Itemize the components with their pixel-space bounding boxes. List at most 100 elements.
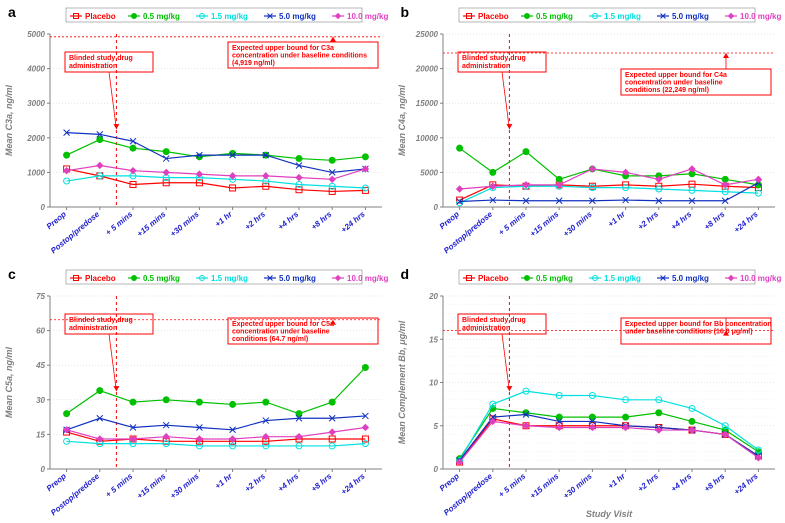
svg-text:Expected upper bound for C4a: Expected upper bound for C4a <box>625 72 727 79</box>
panel-label: c <box>8 266 16 282</box>
panel-label: b <box>401 4 410 20</box>
svg-text:10.0 mg/kg: 10.0 mg/kg <box>347 12 388 21</box>
svg-text:5.0 mg/kg: 5.0 mg/kg <box>279 274 316 283</box>
svg-text:concentration under baseline: concentration under baseline <box>232 328 330 335</box>
svg-text:Preop: Preop <box>437 210 460 232</box>
svg-text:+15 mins: +15 mins <box>528 471 561 500</box>
svg-text:0.5 mg/kg: 0.5 mg/kg <box>143 274 180 283</box>
svg-text:1.5 mg/kg: 1.5 mg/kg <box>604 12 641 21</box>
svg-text:Blinded study drug: Blinded study drug <box>69 55 133 62</box>
svg-text:conditions (64.7 ng/ml): conditions (64.7 ng/ml) <box>232 336 308 343</box>
svg-text:Placebo: Placebo <box>478 12 509 21</box>
svg-text:25000: 25000 <box>414 30 438 39</box>
svg-text:0: 0 <box>433 203 438 212</box>
svg-text:Expected upper bound for C5a: Expected upper bound for C5a <box>232 321 334 328</box>
svg-text:conditions (22,249 ng/ml): conditions (22,249 ng/ml) <box>625 87 709 94</box>
svg-text:0.5 mg/kg: 0.5 mg/kg <box>143 12 180 21</box>
svg-text:10000: 10000 <box>415 134 438 143</box>
svg-text:+1 hr: +1 hr <box>606 209 627 229</box>
svg-text:Placebo: Placebo <box>85 12 116 21</box>
svg-text:Blinded study drug: Blinded study drug <box>462 317 526 324</box>
svg-text:15: 15 <box>36 430 45 439</box>
svg-text:Placebo: Placebo <box>478 274 509 283</box>
svg-text:+30 mins: +30 mins <box>561 209 594 238</box>
svg-text:30: 30 <box>36 395 45 404</box>
svg-text:administration: administration <box>69 325 117 332</box>
svg-text:75: 75 <box>36 292 45 301</box>
svg-text:administration: administration <box>462 63 510 70</box>
svg-text:10.0 mg/kg: 10.0 mg/kg <box>347 274 388 283</box>
svg-text:Preop: Preop <box>45 210 68 232</box>
svg-text:Preop: Preop <box>45 471 68 493</box>
svg-text:1000: 1000 <box>27 168 45 177</box>
panel-b: b0500010000150002000025000Mean C4a, ng/m… <box>393 0 785 262</box>
svg-text:Expected upper bound for Bb co: Expected upper bound for Bb concentratio… <box>625 321 772 328</box>
svg-text:Mean C3a, ng/ml: Mean C3a, ng/ml <box>4 84 14 156</box>
svg-text:+2 hrs: +2 hrs <box>243 471 267 494</box>
svg-text:1.5 mg/kg: 1.5 mg/kg <box>211 274 248 283</box>
svg-text:2000: 2000 <box>26 134 45 143</box>
svg-text:15000: 15000 <box>415 99 438 108</box>
svg-text:+ 5 mins: + 5 mins <box>496 471 527 499</box>
svg-text:60: 60 <box>36 326 45 335</box>
svg-text:1.5 mg/kg: 1.5 mg/kg <box>604 274 641 283</box>
panel-label: d <box>401 266 410 282</box>
svg-text:5000: 5000 <box>420 168 438 177</box>
svg-text:+2 hrs: +2 hrs <box>636 471 660 494</box>
svg-text:0.5 mg/kg: 0.5 mg/kg <box>536 274 573 283</box>
svg-text:concentration under baseline c: concentration under baseline conditions <box>232 53 367 60</box>
svg-text:5.0 mg/kg: 5.0 mg/kg <box>672 274 709 283</box>
svg-text:Blinded study drug: Blinded study drug <box>462 55 526 62</box>
svg-text:0.5 mg/kg: 0.5 mg/kg <box>536 12 573 21</box>
svg-text:+8 hrs: +8 hrs <box>702 471 726 494</box>
svg-text:5.0 mg/kg: 5.0 mg/kg <box>279 12 316 21</box>
svg-text:0: 0 <box>433 465 438 474</box>
svg-text:under baseline conditions (16.: under baseline conditions (16.0 μg/ml) <box>625 328 753 335</box>
svg-text:+ 5 mins: + 5 mins <box>104 471 135 499</box>
svg-text:1.5 mg/kg: 1.5 mg/kg <box>211 12 248 21</box>
svg-text:20: 20 <box>428 292 438 301</box>
svg-text:+8 hrs: +8 hrs <box>309 209 333 232</box>
svg-text:+4 hrs: +4 hrs <box>276 209 300 232</box>
svg-text:Blinded study drug: Blinded study drug <box>69 317 133 324</box>
svg-text:+24 hrs: +24 hrs <box>339 471 367 496</box>
svg-text:5.0 mg/kg: 5.0 mg/kg <box>672 12 709 21</box>
svg-text:5000: 5000 <box>27 30 45 39</box>
panel-c: c01530456075Mean C5a, ng/mlPreopPostop/p… <box>0 262 393 523</box>
svg-text:+1 hr: +1 hr <box>213 209 234 229</box>
svg-text:3000: 3000 <box>27 99 45 108</box>
svg-text:+15 mins: +15 mins <box>135 471 168 500</box>
svg-text:+24 hrs: +24 hrs <box>339 209 367 234</box>
svg-text:+8 hrs: +8 hrs <box>309 471 333 494</box>
svg-text:+4 hrs: +4 hrs <box>669 471 693 494</box>
svg-text:+30 mins: +30 mins <box>561 471 594 500</box>
svg-text:+4 hrs: +4 hrs <box>276 471 300 494</box>
svg-text:+8 hrs: +8 hrs <box>702 209 726 232</box>
svg-text:15: 15 <box>429 335 438 344</box>
panel-d: d05101520Mean Complement Bb, μg/mlPreopP… <box>393 262 785 523</box>
svg-text:Mean Complement Bb, μg/ml: Mean Complement Bb, μg/ml <box>397 320 407 444</box>
svg-text:0: 0 <box>41 203 46 212</box>
svg-text:+4 hrs: +4 hrs <box>669 209 693 232</box>
svg-text:+24 hrs: +24 hrs <box>732 471 760 496</box>
svg-text:10.0 mg/kg: 10.0 mg/kg <box>740 274 781 283</box>
svg-text:10: 10 <box>429 378 438 387</box>
svg-text:administration: administration <box>462 325 510 332</box>
svg-text:+1 hr: +1 hr <box>213 471 234 491</box>
svg-text:Preop: Preop <box>437 471 460 493</box>
svg-text:Mean C5a, ng/ml: Mean C5a, ng/ml <box>4 346 14 418</box>
svg-text:0: 0 <box>41 465 46 474</box>
svg-text:+ 5 mins: + 5 mins <box>104 209 135 237</box>
panel-a: a010002000300040005000Mean C3a, ng/mlPre… <box>0 0 393 262</box>
svg-text:+15 mins: +15 mins <box>528 209 561 238</box>
svg-text:+2 hrs: +2 hrs <box>243 209 267 232</box>
svg-text:+30 mins: +30 mins <box>168 209 201 238</box>
svg-text:Study Visit: Study Visit <box>585 509 632 519</box>
svg-text:+2 hrs: +2 hrs <box>636 209 660 232</box>
svg-text:administration: administration <box>69 63 117 70</box>
svg-text:+30 mins: +30 mins <box>168 471 201 500</box>
svg-text:concentration under baseline: concentration under baseline <box>625 80 723 87</box>
svg-text:+1 hr: +1 hr <box>606 471 627 491</box>
svg-text:Mean C4a, ng/ml: Mean C4a, ng/ml <box>397 84 407 156</box>
svg-text:Placebo: Placebo <box>85 274 116 283</box>
